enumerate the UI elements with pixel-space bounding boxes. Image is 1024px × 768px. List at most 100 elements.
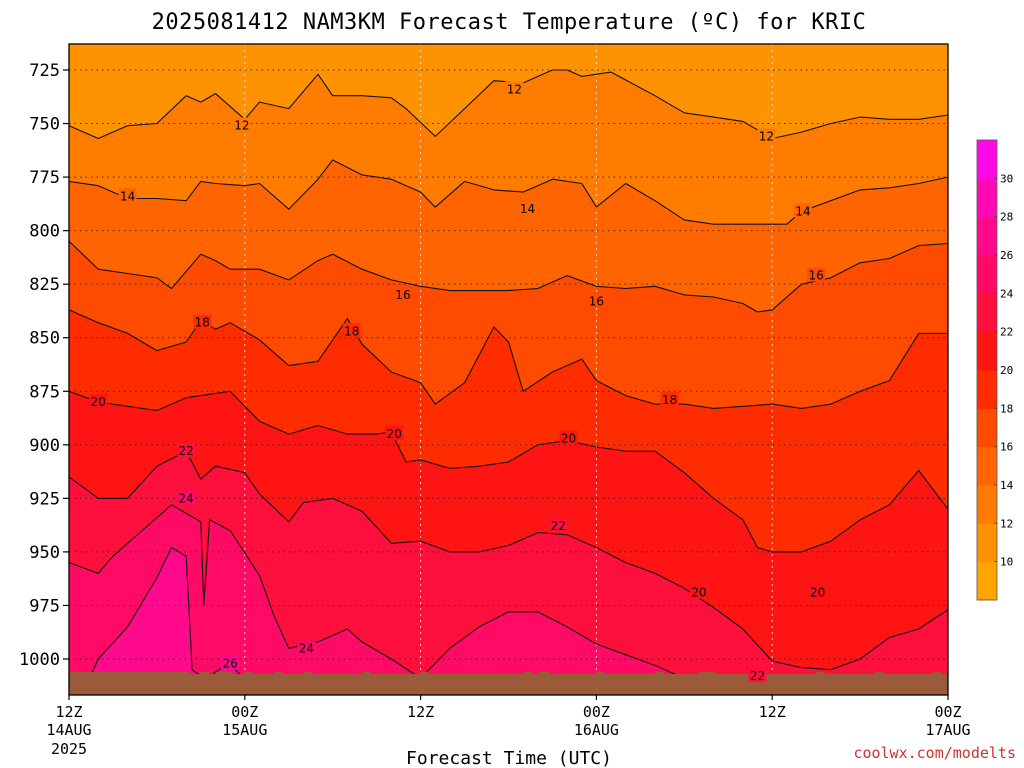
contour-label-bg bbox=[385, 426, 404, 441]
contour-label-bg bbox=[549, 518, 568, 533]
contour-label: 22 bbox=[750, 669, 765, 683]
x-tick-label: 12Z bbox=[407, 703, 434, 721]
colorbar-label: 22 bbox=[1000, 326, 1013, 339]
contour-label-bg bbox=[118, 188, 137, 203]
colorbar-label: 16 bbox=[1000, 441, 1013, 454]
ground-bump bbox=[69, 672, 189, 676]
ground-bump bbox=[874, 672, 883, 676]
contour-label: 16 bbox=[809, 269, 824, 283]
y-axis: 725 750 775 800 825 850 875 900 925 950 975 1000 bbox=[19, 61, 69, 670]
ground-bump bbox=[303, 672, 312, 676]
contour-label-bg bbox=[221, 655, 240, 670]
contour-label-bg bbox=[342, 323, 361, 338]
colorbar-swatch bbox=[977, 293, 997, 333]
contour-label-bg bbox=[757, 128, 776, 143]
colorbar-swatch bbox=[977, 561, 997, 601]
contour-line-20 bbox=[69, 390, 948, 553]
x-tick-date: 15AUG bbox=[222, 721, 267, 739]
y-tick-label: 850 bbox=[29, 329, 60, 349]
contour-label-bg bbox=[232, 117, 251, 132]
colorbar-swatch bbox=[977, 255, 997, 294]
contour-line-12 bbox=[69, 69, 948, 140]
x-tick-label: 00Z bbox=[934, 703, 961, 721]
contour-label: 18 bbox=[195, 316, 210, 330]
contour-label-bg bbox=[193, 314, 212, 329]
contour-label: 16 bbox=[589, 294, 604, 308]
colorbar-label: 14 bbox=[1000, 479, 1014, 492]
contour-label: 20 bbox=[810, 586, 825, 600]
colorbar-swatch bbox=[977, 216, 997, 256]
surface-ground bbox=[69, 672, 948, 695]
contour-label: 22 bbox=[179, 444, 194, 458]
colorbar-label: 28 bbox=[1000, 211, 1013, 224]
contour-label-bg bbox=[660, 391, 679, 406]
contour-label-bg bbox=[177, 443, 196, 458]
contour-label: 12 bbox=[759, 129, 774, 143]
y-tick-label: 875 bbox=[29, 382, 60, 402]
ground-bump bbox=[362, 672, 370, 676]
contour-label: 18 bbox=[344, 324, 359, 338]
colorbar-swatch bbox=[977, 140, 997, 179]
y-tick-label: 975 bbox=[29, 596, 60, 616]
colorbar-label: 10 bbox=[1000, 556, 1013, 569]
contour-label: 18 bbox=[662, 393, 677, 407]
contour-label: 20 bbox=[561, 431, 576, 445]
contour-line-22 bbox=[69, 450, 948, 671]
contour-label-bg bbox=[394, 286, 413, 301]
contour-label-bg bbox=[793, 203, 812, 218]
band-fill-24 bbox=[69, 504, 714, 695]
ground-bump bbox=[655, 672, 663, 676]
y-tick-label: 950 bbox=[29, 543, 60, 563]
x-tick-label: 12Z bbox=[759, 703, 786, 721]
contour-label-bg bbox=[748, 668, 767, 683]
contour-label-bg bbox=[689, 584, 708, 599]
contour-label-bg bbox=[807, 267, 826, 282]
contour-label: 26 bbox=[223, 656, 238, 670]
colorbar-label: 12 bbox=[1000, 517, 1013, 530]
contour-line-24 bbox=[69, 504, 714, 692]
plot-area bbox=[69, 44, 948, 695]
colorbar-label: 20 bbox=[1000, 364, 1013, 377]
y-tick-label: 825 bbox=[29, 275, 60, 295]
x-tick-date: 14AUG bbox=[46, 721, 91, 739]
colorbar-swatch bbox=[977, 485, 997, 524]
contour-lines bbox=[69, 69, 948, 695]
contour-label-bg bbox=[518, 201, 537, 216]
contour-label: 14 bbox=[120, 189, 135, 203]
colorbar-label: 30 bbox=[1000, 172, 1013, 185]
x-tick-label: 12Z bbox=[55, 703, 82, 721]
ground-bump bbox=[933, 672, 942, 676]
contour-label-bg bbox=[89, 393, 108, 408]
contour-label: 22 bbox=[551, 519, 566, 533]
x-tick-date: 16AUG bbox=[574, 721, 619, 739]
colorbar-swatch bbox=[977, 523, 997, 563]
contour-label: 20 bbox=[91, 395, 106, 409]
y-tick-label: 750 bbox=[29, 115, 60, 135]
ground-bump bbox=[420, 672, 429, 676]
x-tick-year: 2025 bbox=[51, 740, 87, 758]
contour-label: 24 bbox=[299, 641, 314, 655]
contour-labels: 12 12 12 14 14 14 16 16 16 18 18 18 20 20 20 20 20 22 22 22… bbox=[89, 81, 827, 683]
x-tick-label: 00Z bbox=[583, 703, 610, 721]
contour-label-bg bbox=[587, 293, 606, 308]
colorbar: 10 12 14 16 18 20 22 24 26 28 30 bbox=[976, 139, 1014, 601]
y-tick-label: 775 bbox=[29, 168, 60, 188]
colorbar-swatch bbox=[977, 178, 997, 218]
contour-label-bg bbox=[559, 430, 578, 445]
ground-bump bbox=[215, 672, 232, 676]
contour-label: 12 bbox=[234, 119, 249, 133]
contour-label-bg bbox=[505, 81, 524, 96]
contour-label-bg bbox=[297, 640, 316, 655]
contour-label-bg bbox=[808, 584, 827, 599]
contour-line-16 bbox=[69, 240, 948, 313]
contour-label: 24 bbox=[179, 491, 194, 505]
contour-label: 14 bbox=[795, 204, 810, 218]
contour-line-14 bbox=[69, 159, 948, 225]
ground-bump bbox=[244, 672, 253, 676]
ground-bump bbox=[816, 672, 825, 676]
ground-band bbox=[69, 674, 948, 695]
colorbar-swatch bbox=[977, 446, 997, 486]
x-axis-label: Forecast Time (UTC) bbox=[406, 748, 612, 768]
